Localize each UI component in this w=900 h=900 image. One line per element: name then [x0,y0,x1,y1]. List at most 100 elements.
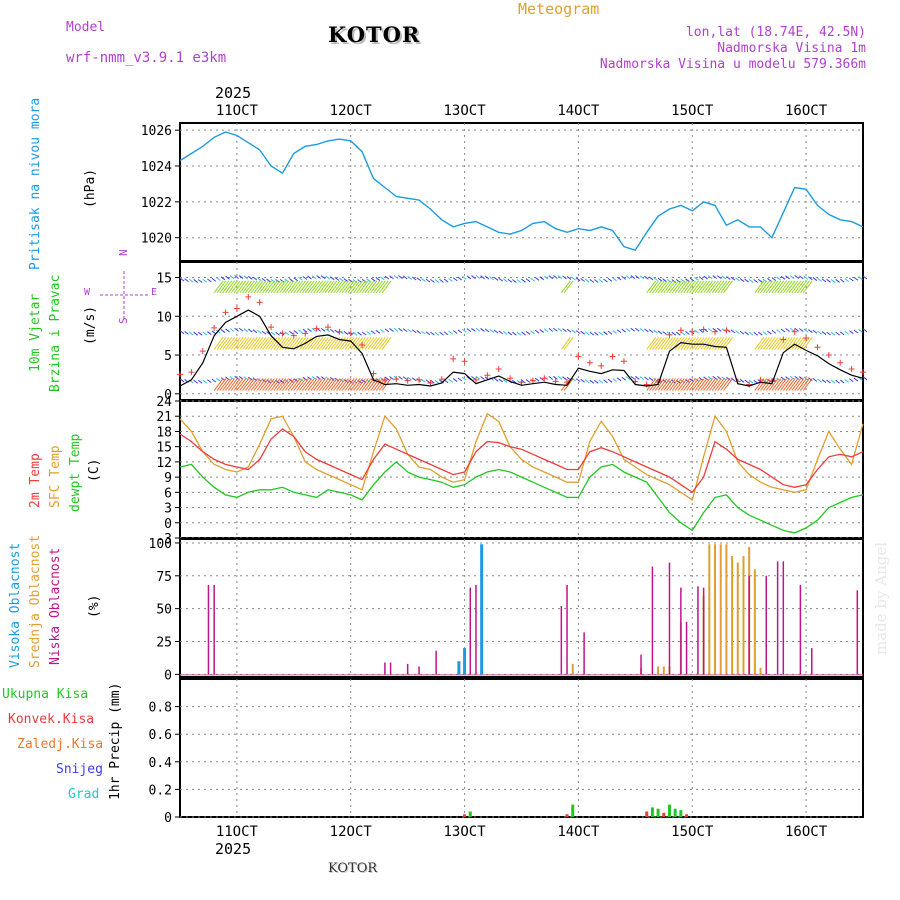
product-title: Meteogram [518,0,600,18]
wind-streak-high [416,277,422,282]
station-title: KOTOR [328,22,421,47]
wind-direction-arrow [367,280,378,294]
wind-streak-mid [826,331,831,336]
y-tick-label: 6 [164,486,172,501]
wind-direction-arrow [219,337,230,350]
wind-direction-arrow [660,378,671,391]
wind-streak-low [325,376,331,381]
wind-streak-mid [512,331,517,336]
date-tick-label-bottom: 11OCT [216,824,259,840]
wind-direction-arrow [290,378,301,391]
wind-direction-arrow [760,378,770,391]
wind-direction-arrow [706,280,716,294]
y-tick-label: 18 [156,425,172,440]
wind-streak-high [726,276,731,280]
wind-direction-arrow [689,280,699,294]
wind-streak-mid [389,328,394,332]
wind-gust-marker [336,328,343,335]
wind-direction-arrow [319,280,329,294]
wind-streak-high [767,277,772,282]
wind-direction-arrow [358,280,369,294]
wind-gust-marker [461,358,468,365]
wind-direction-arrow [276,280,287,294]
wind-direction-arrow [723,378,733,391]
wind-streak-high [443,278,449,283]
wind-streak-mid [803,328,809,333]
wind-direction-arrow [689,378,699,391]
cloud-bar [765,575,767,675]
wind-direction-arrow [279,280,290,294]
wind-direction-arrow [356,378,366,391]
wind-direction-arrow [754,337,765,350]
wind-direction-arrow [222,280,233,294]
wind-streak-high [316,275,321,279]
wind-streak-high [839,278,845,283]
wind-streak-high [680,278,686,283]
wind-direction-arrow [780,337,790,350]
wind-direction-arrow [660,337,671,350]
wind-streak-mid [716,327,722,332]
wind-direction-arrow [788,378,799,391]
wind-gust-marker [256,299,263,306]
wind-streak-mid [225,328,230,333]
wind-streak-low [402,376,408,381]
wind-streak-high [179,277,185,282]
wind-direction-arrow [646,280,657,294]
wind-streak-mid [821,331,827,335]
wind-direction-arrow [703,378,714,391]
y-tick-label: 50 [156,603,172,618]
wind-streak-mid [603,331,608,336]
wind-gust-marker [780,336,787,343]
wind-streak-mid [466,328,472,333]
wind-direction-arrow [375,378,386,391]
wind-streak-low [830,379,836,384]
wind-streak-mid [357,331,362,336]
wind-gust-marker [313,325,320,332]
wind-streak-low [607,378,613,383]
wind-streak-low [603,379,608,384]
wind-streak-mid [516,331,522,336]
wind-streak-high [798,275,804,280]
wind-direction-arrow [677,280,688,294]
wind-streak-mid [507,331,513,336]
wind-streak-high [789,275,795,279]
wind-streak-mid [248,328,253,333]
wind-direction-arrow [652,280,662,294]
wind-direction-arrow [378,280,389,294]
wind-direction-arrow [256,280,267,294]
wind-streak-mid [830,331,836,336]
wind-direction-arrow [253,378,264,391]
wind-direction-arrow [267,378,278,391]
wind-direction-arrow [262,378,272,391]
wind-direction-arrow [646,337,657,350]
wind-gust-marker [359,341,366,348]
date-tick-label-top: 14OCT [557,103,600,119]
wind-direction-arrow [370,337,381,350]
wind-streak-mid [402,328,408,332]
wind-streak-low [817,378,822,383]
panel-frame [179,678,864,818]
wind-direction-arrow [262,280,272,294]
y-tick-label: 9 [164,471,172,486]
wind-gust-marker [324,324,331,331]
wind-direction-arrow [324,337,335,350]
wind-streak-low [216,377,221,382]
wind-gust-marker [427,379,434,386]
wind-streak-high [571,276,576,281]
wind-streak-mid [776,329,781,334]
wind-streak-low [862,376,868,381]
wind-streak-mid [757,331,763,336]
wind-direction-arrow [762,337,773,350]
wind-direction-arrow [381,337,392,350]
y-tick-label: 0.4 [149,756,173,771]
wind-direction-arrow [757,378,768,391]
wind-direction-arrow [791,280,802,294]
wind-streak-low [411,377,417,382]
wind-direction-arrow [654,280,665,294]
wind-streak-low [425,379,431,384]
wind-gust-marker [370,370,377,377]
precip-legend-freezing: Zaledj.Kisa [17,737,104,752]
wind-streak-high [566,276,572,280]
wind-streak-mid [644,328,649,333]
wind-direction-arrow [700,280,711,294]
